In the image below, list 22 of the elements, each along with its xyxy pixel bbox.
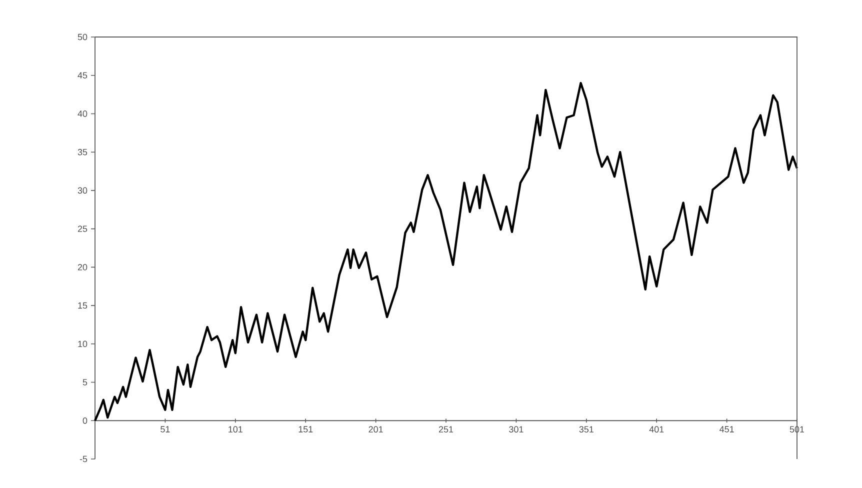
y-tick-label: 50	[78, 34, 88, 40]
line-series	[94, 82, 798, 422]
y-tick-label: 0	[82, 417, 88, 424]
x-tick-label: 301	[509, 426, 524, 433]
y-tick-label: 40	[78, 110, 88, 117]
y-tick-label: 35	[78, 148, 88, 156]
y-tick-label: 30	[78, 187, 88, 194]
y-tick-label: 10	[78, 340, 88, 348]
x-tick-label: 51	[160, 426, 170, 432]
x-tick-label: 401	[649, 426, 664, 433]
x-tick-label: 151	[298, 426, 313, 432]
y-tick-label: 20	[78, 264, 88, 270]
x-tick-label: 201	[368, 426, 383, 433]
x-tick-label: 351	[579, 426, 594, 433]
y-tick-label: 15	[78, 302, 88, 309]
x-tick-label: 451	[720, 426, 734, 432]
y-tick-label: 5	[82, 379, 88, 386]
x-tick-label: 251	[438, 426, 454, 433]
x-tick-label: 101	[228, 426, 242, 433]
y-tick-label: 45	[78, 72, 88, 78]
y-tick-label: 25	[78, 226, 88, 232]
y-tick-label: -5	[80, 456, 88, 462]
